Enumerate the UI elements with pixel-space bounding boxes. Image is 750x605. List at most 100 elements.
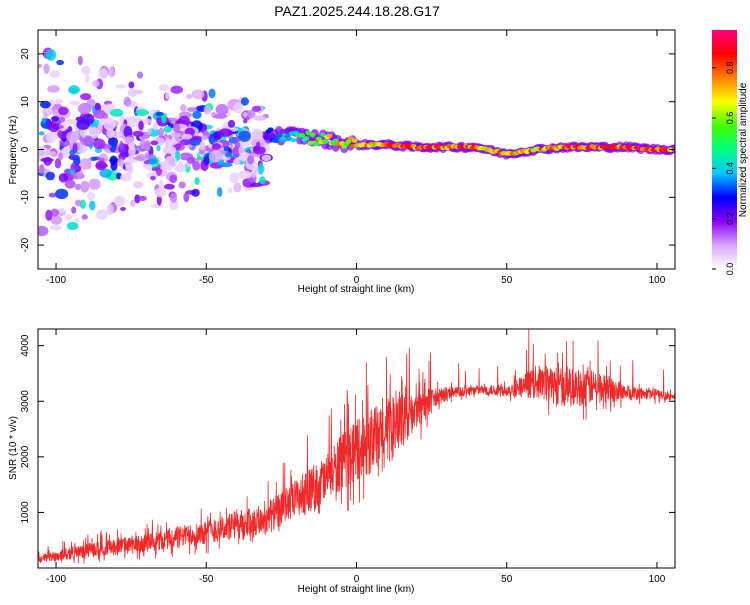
heatmap-cell <box>178 160 184 170</box>
heatmap-cell <box>150 203 164 208</box>
heatmap-cell <box>127 155 134 160</box>
heatmap-ridge <box>303 136 310 141</box>
heatmap-cell <box>158 84 169 92</box>
heatmap-cell <box>152 121 159 131</box>
heatmap-cell <box>64 179 76 189</box>
heatmap-cell <box>114 195 126 207</box>
heatmap-cell <box>71 206 77 214</box>
spectrogram-ytick-label: -20 <box>20 237 31 252</box>
heatmap-ridge <box>263 134 270 140</box>
colorbar-tick-label: 0.8 <box>725 61 735 74</box>
colorbar-label: Normalized spectral amplitude <box>738 82 749 217</box>
heatmap-cell <box>191 188 200 197</box>
heatmap-cell <box>98 68 109 80</box>
heatmap-cell <box>68 85 80 95</box>
heatmap-cell <box>192 110 202 119</box>
heatmap-cell <box>77 55 83 66</box>
heatmap-cell <box>125 163 134 175</box>
heatmap-cell <box>109 108 124 117</box>
heatmap-cell <box>109 155 118 166</box>
spectrogram-ytick-label: -10 <box>20 190 31 205</box>
spectrogram-xtick-label: 50 <box>501 275 513 286</box>
snr-xtick-label: 100 <box>649 574 666 585</box>
heatmap-cell <box>180 104 187 113</box>
heatmap-cell <box>103 118 116 131</box>
heatmap-cell <box>74 183 82 191</box>
heatmap-cell <box>50 215 63 225</box>
heatmap-cell <box>154 187 167 198</box>
heatmap-cell <box>97 123 103 133</box>
heatmap-cell <box>138 195 147 202</box>
snr-series-line <box>38 329 675 564</box>
heatmap-cell <box>49 224 62 231</box>
heatmap-cell <box>135 109 149 117</box>
heatmap-cell <box>209 150 223 163</box>
heatmap-cell <box>45 171 56 181</box>
heatmap-cell <box>164 156 178 168</box>
heatmap-cell <box>38 63 43 69</box>
heatmap-cell <box>127 88 138 98</box>
heatmap-cell <box>164 92 170 100</box>
heatmap-cell <box>50 115 60 122</box>
heatmap-cell <box>94 102 101 112</box>
heatmap-cell <box>215 104 229 116</box>
heatmap-cell <box>123 136 134 144</box>
heatmap-cell <box>99 168 112 178</box>
spectrogram-ytick-label: 10 <box>20 96 31 108</box>
heatmap-cell <box>183 192 190 203</box>
heatmap-cell <box>92 138 106 150</box>
heatmap-cell <box>110 130 123 139</box>
heatmap-cell <box>105 103 116 111</box>
heatmap-cell <box>39 164 45 175</box>
heatmap-cell <box>49 70 60 78</box>
heatmap-cell <box>88 178 101 190</box>
heatmap-cell <box>50 208 59 217</box>
heatmap-cell <box>130 199 136 208</box>
heatmap-cell <box>73 156 81 166</box>
heatmap-cell <box>187 156 195 164</box>
snr-xtick-label: 50 <box>501 574 513 585</box>
heatmap-cell <box>89 200 96 211</box>
heatmap-cell <box>74 217 80 223</box>
colorbar-tick-label: 0.6 <box>725 112 735 125</box>
heatmap-cell <box>148 158 158 165</box>
heatmap-cell <box>238 145 244 155</box>
heatmap-cell <box>41 117 46 124</box>
colorbar: 0.0 0.2 0.4 0.6 0.8 Normalized spectral ampl… <box>712 30 749 275</box>
heatmap-cell <box>218 128 233 137</box>
heatmap-cell <box>238 170 252 179</box>
heatmap-cell <box>55 188 69 200</box>
spectrogram-xtick-label: 100 <box>649 275 666 286</box>
heatmap-cell <box>118 152 127 161</box>
heatmap-cell <box>234 142 241 148</box>
heatmap-cell <box>169 192 178 203</box>
heatmap-cell <box>80 93 92 101</box>
heatmap-cell <box>86 157 92 170</box>
colorbar-tick-label: 0.2 <box>725 212 735 225</box>
heatmap-cell <box>54 158 62 169</box>
heatmap-cell <box>106 204 114 215</box>
heatmap-cell <box>170 85 184 94</box>
heatmap-cell <box>79 135 94 146</box>
heatmap-cell <box>251 105 262 112</box>
heatmap-cell <box>133 181 144 189</box>
heatmap-cell <box>116 158 125 167</box>
heatmap-cell <box>109 141 117 153</box>
heatmap-cell <box>233 158 241 165</box>
heatmap-cell <box>47 85 60 93</box>
heatmap-cell <box>161 114 167 124</box>
heatmap-cell <box>247 154 255 165</box>
spectrogram-xtick-label: 0 <box>354 275 360 286</box>
figure-title: PAZ1.2025.244.18.28.G17 <box>274 3 440 19</box>
heatmap-ridge <box>299 133 306 138</box>
heatmap-cell <box>250 172 257 178</box>
heatmap-cell <box>186 93 192 100</box>
heatmap-cell <box>59 207 66 214</box>
snr-xtick-label: -50 <box>199 574 214 585</box>
heatmap-cell <box>227 119 236 128</box>
heatmap-cell <box>191 89 205 100</box>
heatmap-cell <box>108 66 115 78</box>
